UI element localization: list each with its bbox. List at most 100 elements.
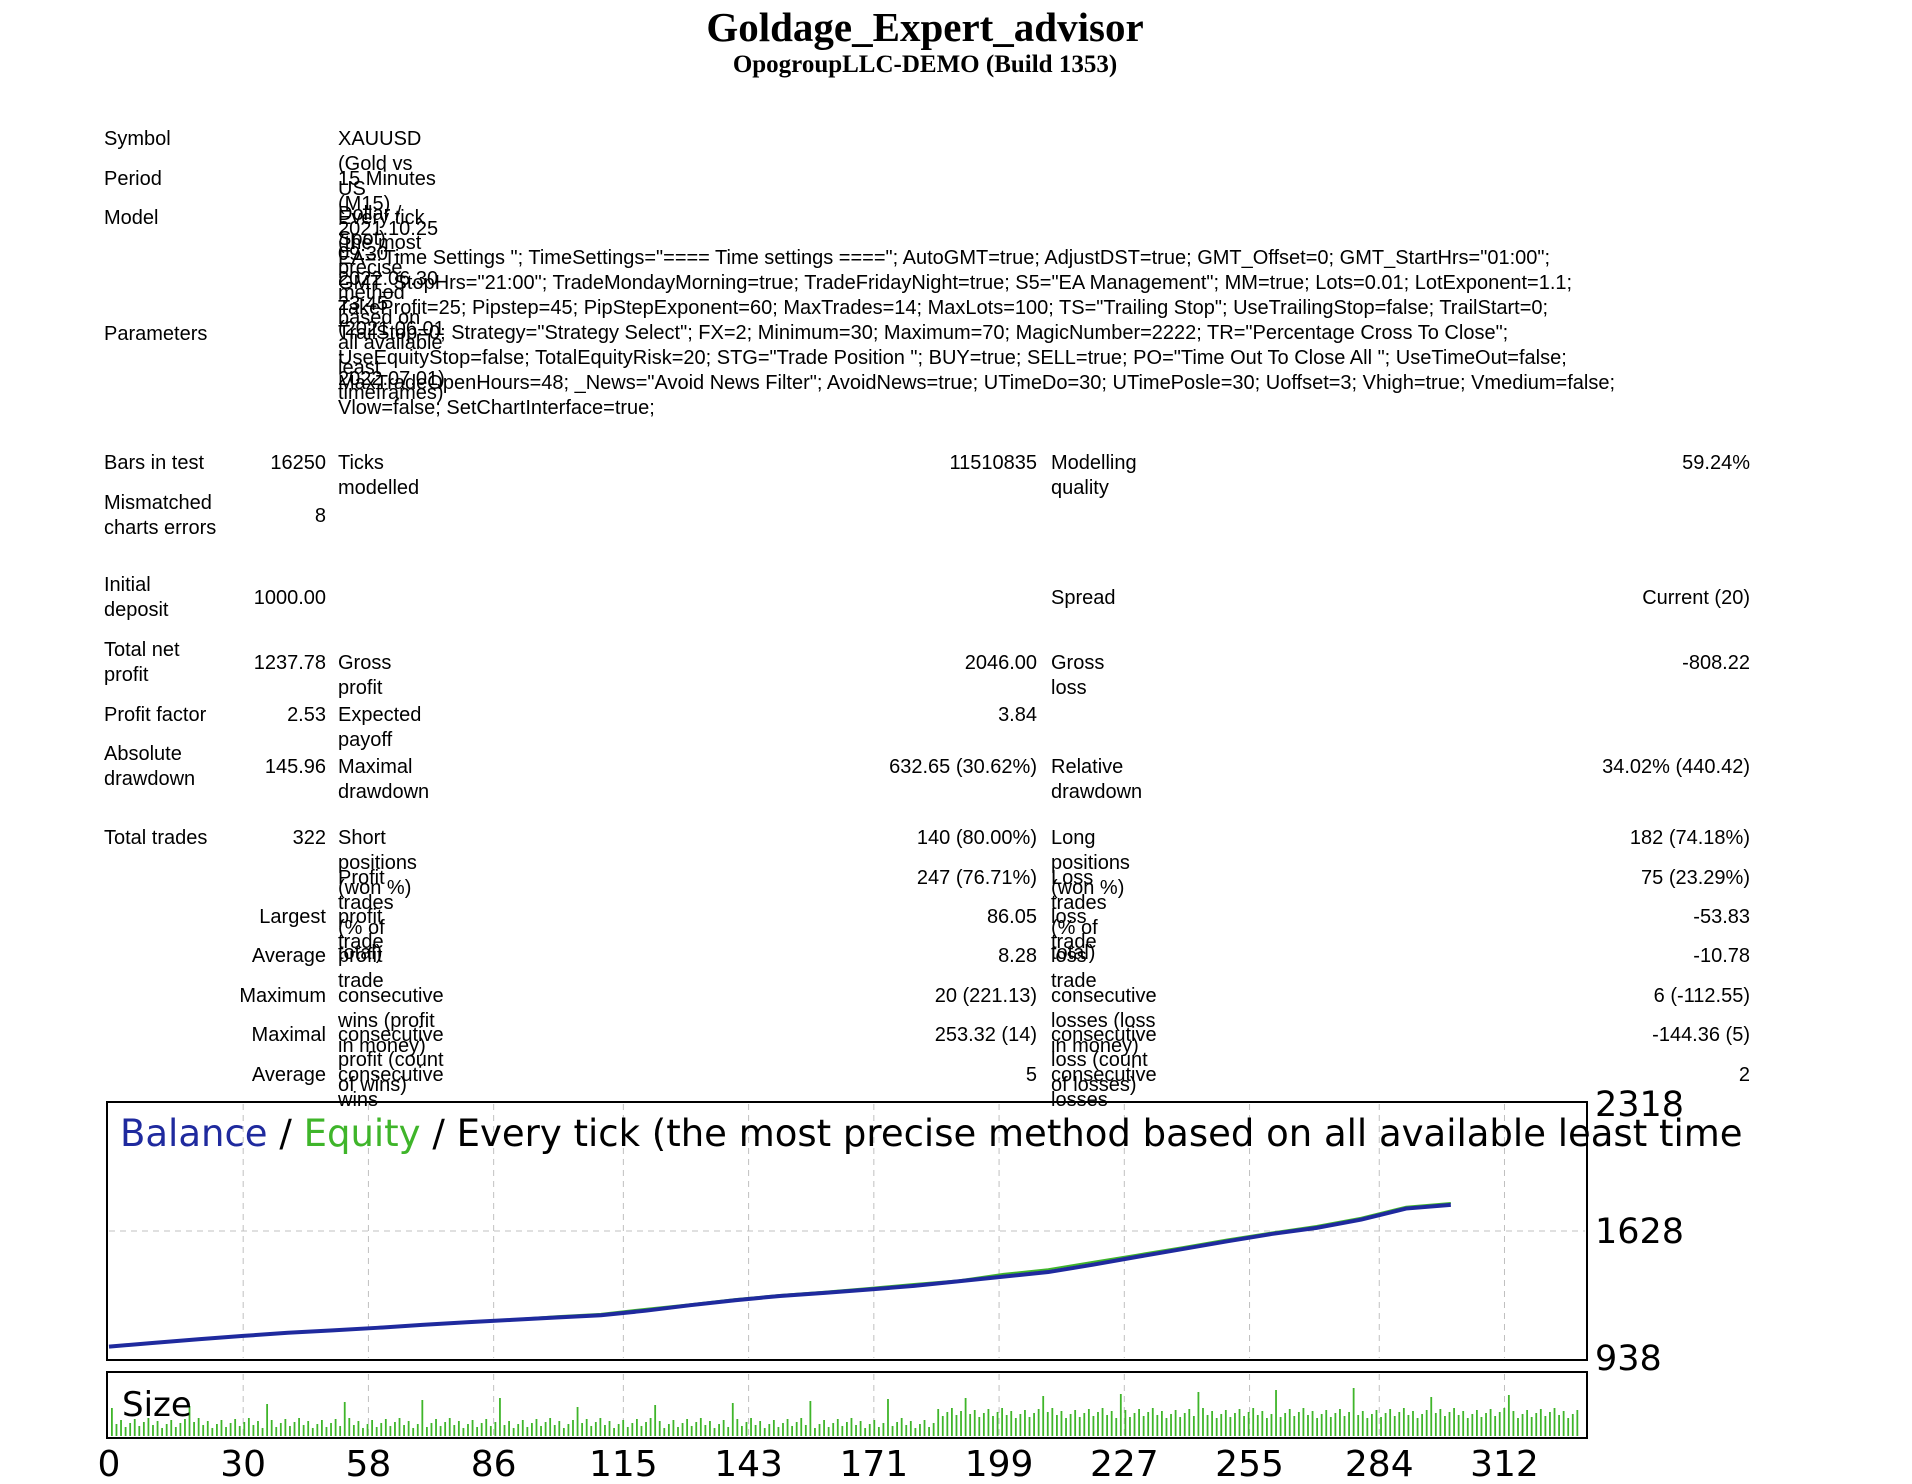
size-bar <box>836 1419 839 1436</box>
parameters-line: TrailStop=0; Strategy="Strategy Select";… <box>338 322 1509 344</box>
size-bar <box>814 1428 816 1436</box>
size-bar <box>686 1419 689 1436</box>
size-bar <box>1051 1408 1054 1436</box>
size-bar <box>261 1428 264 1436</box>
size-bar <box>622 1420 625 1436</box>
size-bar <box>960 1411 962 1436</box>
maxlosses-value: 6 (-112.55) <box>1653 985 1750 1007</box>
size-bar <box>1037 1409 1040 1436</box>
size-bar <box>1261 1411 1264 1436</box>
size-bar <box>631 1423 634 1436</box>
y-tick-label: 938 <box>1595 1339 1662 1379</box>
absdd-value: 145.96 <box>264 756 326 778</box>
size-bar <box>1562 1411 1565 1436</box>
size-bar <box>558 1421 561 1436</box>
size-bar <box>827 1427 830 1436</box>
size-bar <box>1060 1411 1063 1436</box>
size-bar <box>996 1412 999 1436</box>
size-bar <box>1005 1415 1008 1436</box>
netprofit-label-line1: Total net <box>104 639 180 661</box>
size-bar <box>1361 1411 1364 1436</box>
absdd-label: Absolute drawdown <box>104 742 254 792</box>
size-bar <box>421 1400 424 1436</box>
spread-label: Spread <box>1051 587 1116 609</box>
size-bar <box>206 1421 209 1436</box>
size-bar <box>1065 1418 1067 1436</box>
size-bar <box>841 1426 844 1436</box>
size-bar <box>1110 1411 1113 1436</box>
size-bar <box>161 1428 164 1436</box>
size-bar <box>389 1426 392 1436</box>
symbol-value: XAUUSD (Gold vs US Dollar / Spot) <box>338 128 422 250</box>
size-bar <box>864 1428 867 1436</box>
size-bar <box>681 1423 684 1436</box>
size-bar <box>1024 1410 1026 1436</box>
size-bar <box>699 1418 702 1436</box>
size-bar <box>1302 1408 1305 1436</box>
largest-profit-value: 86.05 <box>986 906 1037 928</box>
size-bar <box>357 1421 360 1436</box>
size-bar <box>1439 1409 1442 1436</box>
size-bar <box>1243 1416 1245 1436</box>
size-bar <box>156 1421 159 1436</box>
size-bar <box>257 1421 259 1436</box>
size-bar <box>407 1421 410 1436</box>
size-bar <box>887 1399 889 1436</box>
size-bar <box>426 1427 428 1436</box>
size-bar <box>800 1418 803 1436</box>
payoff-value: 3.84 <box>998 704 1037 726</box>
size-bar <box>567 1424 570 1436</box>
size-bar <box>690 1426 693 1436</box>
size-bar <box>439 1426 442 1436</box>
size-bars <box>111 1388 1579 1436</box>
size-bar <box>1087 1409 1090 1436</box>
y-tick-label: 2318 <box>1595 1090 1684 1125</box>
size-bar <box>275 1427 278 1436</box>
x-tick-label: 58 <box>346 1444 392 1484</box>
size-bar <box>1407 1415 1410 1436</box>
size-bar <box>1284 1413 1287 1436</box>
maxprofit-label: consecutive profit (count of wins) <box>338 1024 444 1096</box>
avglosses-label: consecutive losses <box>1051 1064 1157 1111</box>
size-bar <box>914 1428 917 1436</box>
x-tick-label: 30 <box>220 1444 266 1484</box>
size-bar <box>124 1427 127 1436</box>
size-bar <box>202 1425 205 1436</box>
size-bar <box>1156 1415 1159 1436</box>
size-bar <box>1083 1413 1086 1436</box>
size-bar <box>471 1420 474 1436</box>
size-bar <box>581 1423 584 1436</box>
size-bar <box>293 1422 296 1436</box>
size-bar <box>882 1423 885 1436</box>
period-label: Period <box>104 168 162 190</box>
deposit-label-line2: deposit <box>104 599 169 621</box>
size-bar <box>1384 1413 1387 1436</box>
size-bar <box>809 1401 812 1436</box>
size-bar <box>284 1419 287 1436</box>
size-bar <box>403 1425 405 1436</box>
size-bar <box>179 1423 182 1436</box>
size-bar <box>1544 1416 1547 1436</box>
size-bar <box>1252 1408 1255 1436</box>
size-bar <box>846 1422 848 1436</box>
parameters-line: EA="Time Settings "; TimeSettings="==== … <box>338 247 1551 269</box>
size-bar <box>348 1418 351 1436</box>
size-bar <box>1503 1408 1506 1436</box>
size-bar <box>855 1425 857 1436</box>
netprofit-label-line2: profit <box>104 664 149 686</box>
size-bar <box>1448 1412 1451 1436</box>
deposit-value: 1000.00 <box>253 587 326 609</box>
size-bar <box>1366 1418 1369 1436</box>
size-bar <box>1202 1408 1204 1436</box>
size-bar <box>782 1423 784 1436</box>
size-bar <box>1320 1414 1323 1436</box>
size-bar <box>1343 1416 1346 1436</box>
size-bar <box>585 1419 588 1436</box>
short-label: Short positions (won %) <box>338 827 417 899</box>
size-bar <box>307 1421 310 1436</box>
legend-model: / Every tick (the most precise method ba… <box>420 1112 1743 1155</box>
size-bar <box>759 1421 762 1436</box>
grossloss-label: Gross loss <box>1051 652 1105 699</box>
maxloss-value: -144.36 (5) <box>1652 1024 1750 1046</box>
size-bar <box>1535 1413 1538 1436</box>
